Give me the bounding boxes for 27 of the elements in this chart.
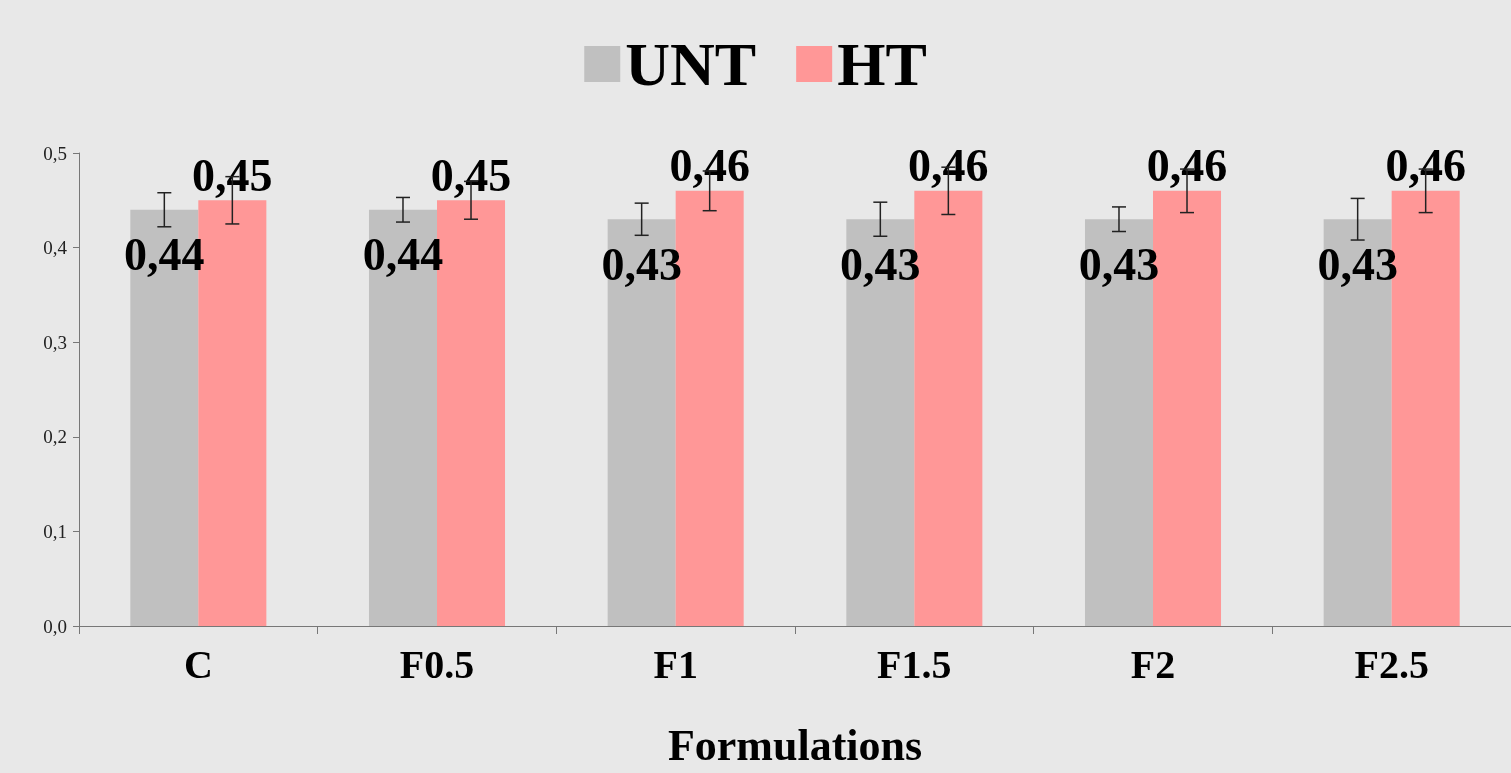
data-label: 0,43 — [1317, 238, 1398, 290]
data-label: 0,46 — [908, 140, 989, 192]
y-tick-label: 0,0 — [43, 615, 67, 637]
data-label: 0,44 — [362, 229, 444, 281]
legend-label: UNT — [625, 30, 757, 98]
y-tick-label: 0,4 — [43, 237, 68, 259]
data-label: 0,44 — [124, 229, 205, 281]
x-tick-label: F1.5 — [877, 641, 952, 687]
data-label: 0,43 — [601, 238, 682, 290]
x-tick-label: C — [183, 641, 213, 687]
y-tick-label: 0,5 — [43, 142, 67, 164]
data-label: 0,46 — [669, 140, 750, 192]
data-label: 0,43 — [1078, 238, 1160, 290]
x-axis-title: Formulations — [667, 720, 923, 770]
x-tick-label: F1 — [653, 641, 698, 687]
y-tick-label: 0,1 — [43, 520, 67, 542]
data-label: 0,46 — [1146, 140, 1228, 192]
y-tick-label: 0,2 — [43, 426, 67, 448]
data-label: 0,45 — [192, 149, 273, 201]
y-tick-label: 0,3 — [43, 331, 67, 353]
x-tick-label: F2 — [1130, 641, 1176, 687]
x-tick-label: F2.5 — [1354, 641, 1429, 687]
data-label: 0,46 — [1385, 140, 1466, 192]
x-tick-label: F0.5 — [399, 641, 475, 687]
legend-label: HT — [837, 30, 927, 98]
data-label: 0,45 — [430, 149, 512, 201]
data-label: 0,43 — [840, 238, 921, 290]
